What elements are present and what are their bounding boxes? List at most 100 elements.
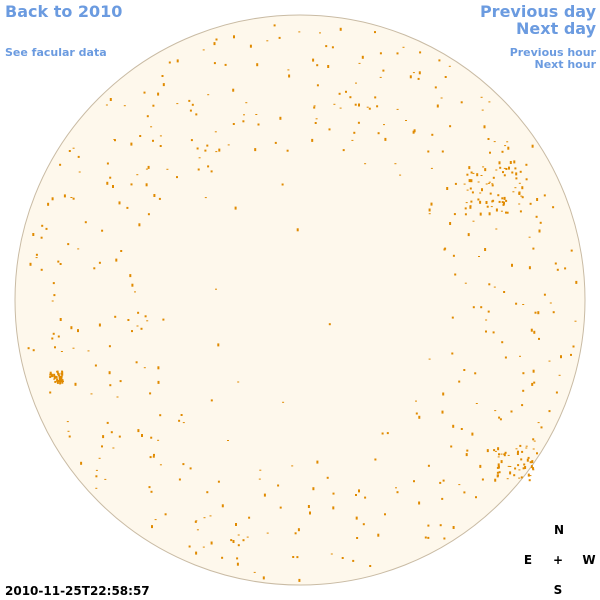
facula	[555, 391, 558, 394]
facula	[368, 107, 371, 110]
back-link[interactable]: Back to 2010	[5, 2, 122, 21]
facula	[258, 478, 261, 480]
facula	[319, 32, 321, 34]
facula	[399, 174, 402, 176]
facula	[166, 168, 169, 170]
facula	[72, 147, 75, 149]
facula	[528, 236, 531, 238]
facula	[452, 424, 455, 428]
facula	[379, 52, 382, 55]
facula	[221, 556, 224, 559]
facula	[377, 533, 380, 537]
facula	[35, 257, 38, 259]
facula	[495, 169, 498, 171]
facula	[518, 203, 521, 205]
facula	[61, 373, 64, 376]
facula	[237, 544, 240, 547]
facula	[354, 103, 357, 106]
facula	[506, 211, 509, 214]
facula	[355, 494, 357, 496]
facula	[505, 168, 508, 170]
previous-day-link[interactable]: Previous day	[480, 2, 597, 21]
facula	[214, 131, 217, 133]
facula	[552, 206, 555, 209]
facula	[339, 107, 342, 109]
facula	[502, 203, 505, 206]
facula	[54, 376, 57, 378]
facula	[486, 449, 489, 453]
facula	[402, 46, 405, 48]
facula	[243, 114, 245, 116]
facula	[515, 177, 518, 180]
facula	[53, 373, 56, 377]
facula	[57, 335, 60, 338]
facula	[95, 475, 98, 478]
facula	[59, 379, 62, 382]
facula	[248, 516, 251, 519]
facula	[78, 171, 81, 173]
facula	[298, 31, 301, 33]
facula	[311, 138, 314, 142]
facula	[53, 378, 56, 380]
facula	[70, 326, 73, 330]
facula	[246, 536, 249, 538]
facula	[485, 201, 488, 204]
facula	[452, 526, 455, 529]
facula	[507, 146, 510, 150]
next-hour-link[interactable]: Next hour	[535, 58, 597, 71]
facula	[519, 170, 522, 173]
facula	[236, 562, 239, 566]
facula	[475, 403, 478, 404]
facula	[466, 173, 469, 176]
facula-layer	[27, 24, 578, 582]
facula	[80, 461, 83, 465]
facula	[497, 465, 500, 469]
facula	[488, 212, 491, 216]
facula	[532, 247, 535, 250]
facula	[274, 141, 277, 144]
facula	[204, 149, 207, 152]
facula	[131, 330, 133, 333]
facula	[56, 372, 59, 374]
facula	[501, 150, 504, 153]
facula	[249, 44, 252, 48]
facula	[465, 202, 468, 204]
facula	[60, 375, 63, 378]
next-day-link[interactable]: Next day	[516, 19, 597, 38]
facula	[431, 133, 434, 136]
facula	[522, 304, 525, 305]
facula	[189, 109, 192, 112]
facula	[147, 213, 150, 216]
facula	[497, 456, 500, 458]
facular-link[interactable]: See facular data	[5, 46, 107, 59]
facula	[532, 448, 535, 450]
facula	[493, 141, 496, 143]
facula	[497, 447, 500, 451]
facula	[376, 105, 379, 108]
facula	[353, 131, 356, 134]
facula	[168, 61, 171, 64]
facula	[57, 260, 60, 263]
facula	[381, 432, 384, 435]
facula	[522, 389, 525, 392]
facula	[257, 123, 260, 126]
facula	[503, 167, 506, 169]
facula	[497, 463, 500, 467]
facula	[210, 541, 213, 545]
facula	[287, 69, 290, 71]
facula	[326, 476, 329, 479]
facula	[227, 440, 229, 441]
facula	[518, 193, 521, 195]
facula	[417, 77, 420, 80]
facula	[495, 208, 498, 212]
facula	[396, 52, 399, 55]
facula	[137, 429, 140, 433]
facula	[477, 181, 480, 183]
facula	[77, 248, 80, 250]
timestamp: 2010-11-25T22:58:57	[5, 584, 150, 598]
facula	[379, 76, 382, 78]
facula	[501, 197, 504, 200]
facula	[32, 233, 35, 236]
previous-hour-link[interactable]: Previous hour	[510, 46, 597, 59]
